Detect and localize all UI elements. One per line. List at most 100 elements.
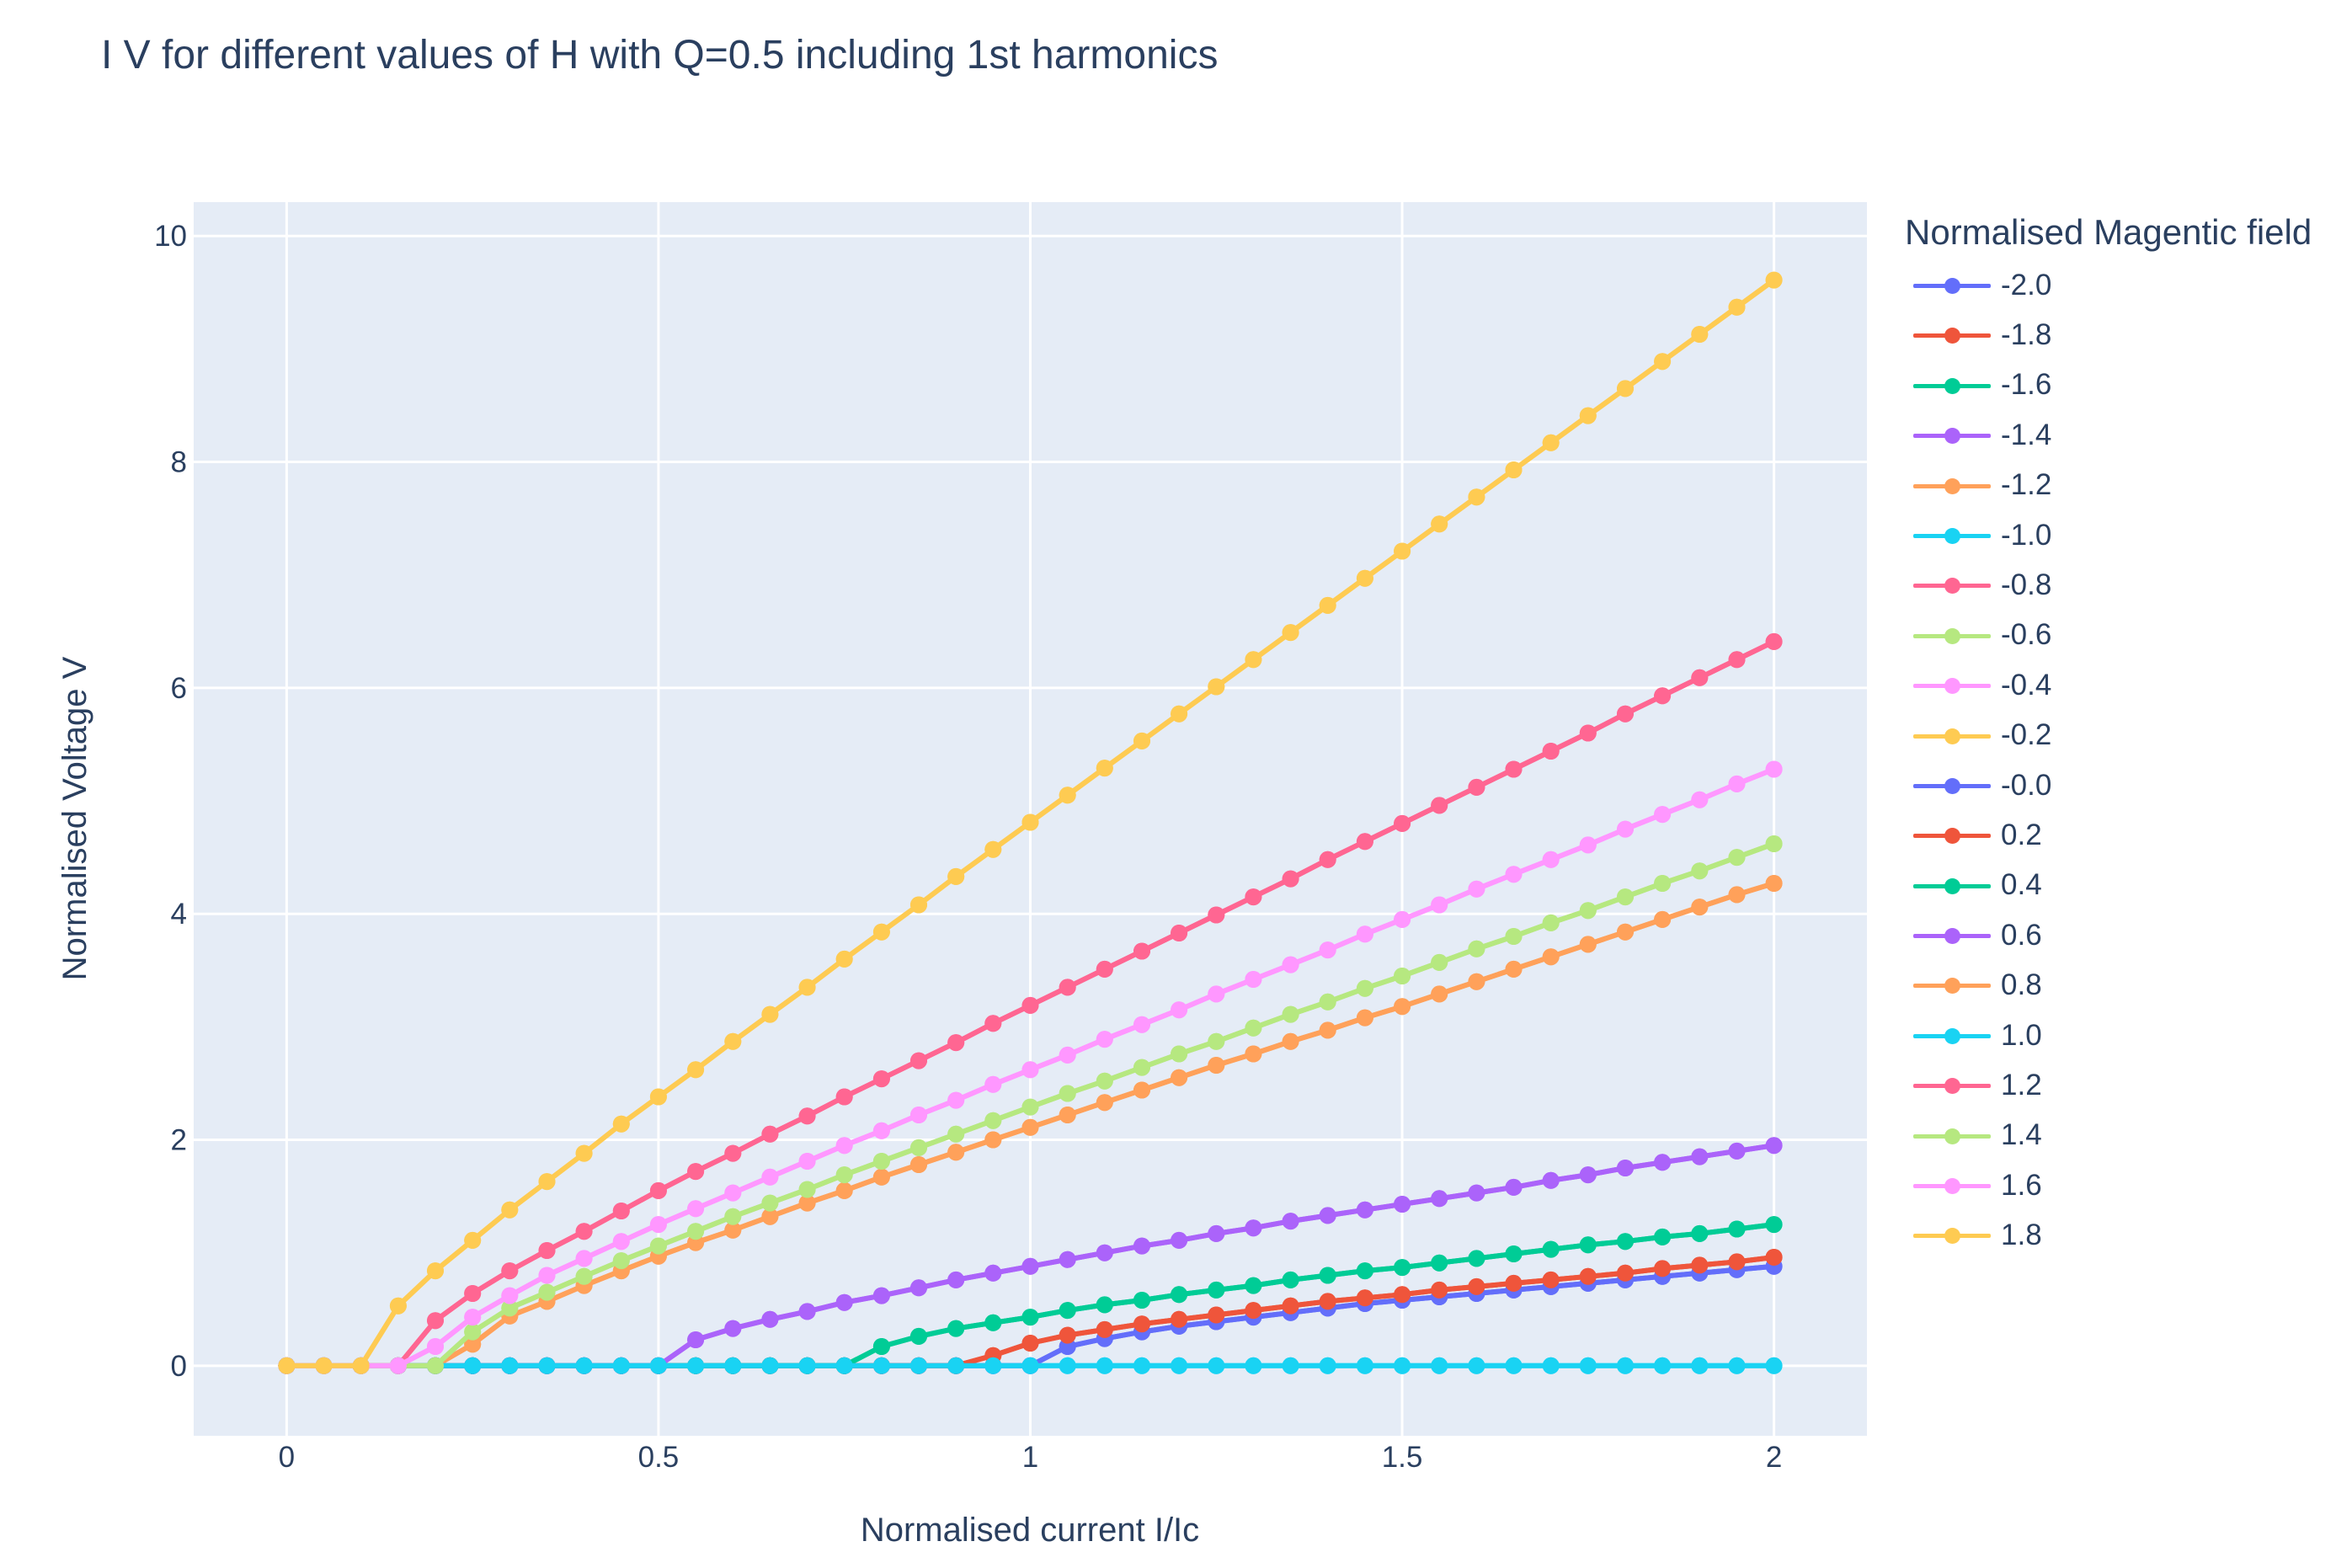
data-point[interactable] <box>1394 814 1411 832</box>
data-point[interactable] <box>984 1264 1002 1282</box>
data-point[interactable] <box>1282 1271 1299 1288</box>
data-point[interactable] <box>1765 1137 1783 1155</box>
data-point[interactable] <box>1096 760 1113 777</box>
data-point[interactable] <box>1096 1357 1113 1374</box>
data-point[interactable] <box>1654 353 1672 371</box>
data-point[interactable] <box>1579 1357 1597 1374</box>
data-point[interactable] <box>761 1208 779 1225</box>
data-point[interactable] <box>1691 669 1709 686</box>
data-point[interactable] <box>612 1233 630 1251</box>
data-point[interactable] <box>1468 488 1485 506</box>
data-point[interactable] <box>427 1357 444 1374</box>
data-point[interactable] <box>612 1252 630 1270</box>
data-point[interactable] <box>1171 1069 1188 1086</box>
data-point[interactable] <box>1617 1233 1634 1251</box>
data-point[interactable] <box>1356 1289 1373 1307</box>
data-point[interactable] <box>1728 886 1746 904</box>
data-point[interactable] <box>575 1144 593 1162</box>
data-point[interactable] <box>1765 1216 1783 1234</box>
data-point[interactable] <box>1542 948 1560 966</box>
data-point[interactable] <box>1059 979 1076 996</box>
data-point[interactable] <box>1282 1297 1299 1315</box>
data-point[interactable] <box>1654 1154 1672 1171</box>
data-point[interactable] <box>352 1357 370 1374</box>
data-point[interactable] <box>464 1336 482 1353</box>
legend-item[interactable]: -1.6 <box>1905 360 2312 410</box>
data-point[interactable] <box>1765 271 1783 289</box>
data-point[interactable] <box>1579 724 1597 742</box>
data-point[interactable] <box>1021 1335 1039 1352</box>
data-point[interactable] <box>1245 1357 1262 1374</box>
data-point[interactable] <box>1765 1249 1783 1266</box>
legend-item[interactable]: -2.0 <box>1905 260 2312 310</box>
data-point[interactable] <box>1319 1357 1336 1374</box>
data-point[interactable] <box>1282 1005 1299 1023</box>
data-point[interactable] <box>984 1357 1002 1374</box>
data-point[interactable] <box>1468 880 1485 898</box>
data-point[interactable] <box>1505 760 1523 778</box>
data-point[interactable] <box>1319 1293 1336 1310</box>
data-point[interactable] <box>872 923 890 941</box>
data-point[interactable] <box>724 1208 742 1225</box>
data-point[interactable] <box>1096 1094 1113 1112</box>
data-point[interactable] <box>1021 996 1039 1014</box>
data-point[interactable] <box>1394 1196 1411 1213</box>
data-point[interactable] <box>1654 1228 1672 1245</box>
legend-item[interactable]: 0.6 <box>1905 910 2312 960</box>
data-point[interactable] <box>1133 1081 1150 1099</box>
legend-item[interactable]: 1.4 <box>1905 1111 2312 1160</box>
data-point[interactable] <box>984 840 1002 858</box>
legend-item[interactable]: -0.4 <box>1905 660 2312 710</box>
data-point[interactable] <box>1468 778 1485 796</box>
data-point[interactable] <box>761 1005 779 1023</box>
data-point[interactable] <box>1059 787 1076 804</box>
data-point[interactable] <box>1133 1016 1150 1033</box>
data-point[interactable] <box>1505 928 1523 945</box>
data-point[interactable] <box>872 1357 890 1374</box>
data-point[interactable] <box>687 1331 705 1348</box>
data-point[interactable] <box>687 1163 705 1181</box>
data-point[interactable] <box>1356 1009 1373 1027</box>
data-point[interactable] <box>649 1237 667 1255</box>
data-point[interactable] <box>1171 705 1188 723</box>
data-point[interactable] <box>1133 1292 1150 1309</box>
data-point[interactable] <box>464 1309 482 1326</box>
data-point[interactable] <box>1691 862 1709 880</box>
data-point[interactable] <box>1617 888 1634 906</box>
data-point[interactable] <box>947 1357 965 1374</box>
data-point[interactable] <box>1133 942 1150 960</box>
data-point[interactable] <box>1468 1357 1485 1374</box>
data-point[interactable] <box>1394 910 1411 928</box>
data-point[interactable] <box>1133 732 1150 749</box>
data-point[interactable] <box>1282 1357 1299 1374</box>
data-point[interactable] <box>1394 542 1411 560</box>
data-point[interactable] <box>1691 326 1709 343</box>
data-point[interactable] <box>1765 632 1783 650</box>
data-point[interactable] <box>1728 849 1746 867</box>
data-point[interactable] <box>1579 902 1597 920</box>
data-point[interactable] <box>649 1357 667 1374</box>
data-point[interactable] <box>1505 1178 1523 1196</box>
legend-item[interactable]: -0.2 <box>1905 711 2312 760</box>
legend-item[interactable]: -1.2 <box>1905 461 2312 510</box>
data-point[interactable] <box>947 1271 965 1288</box>
data-point[interactable] <box>798 1194 816 1212</box>
data-point[interactable] <box>649 1216 667 1234</box>
data-point[interactable] <box>1356 1262 1373 1280</box>
data-point[interactable] <box>1171 925 1188 941</box>
data-point[interactable] <box>910 1279 927 1297</box>
data-point[interactable] <box>947 867 965 885</box>
data-point[interactable] <box>1691 1256 1709 1274</box>
data-point[interactable] <box>984 1015 1002 1032</box>
data-point[interactable] <box>1319 1207 1336 1224</box>
data-point[interactable] <box>1579 836 1597 854</box>
data-point[interactable] <box>464 1285 482 1302</box>
data-point[interactable] <box>278 1357 296 1374</box>
data-point[interactable] <box>1654 806 1672 824</box>
data-point[interactable] <box>1319 851 1336 868</box>
data-point[interactable] <box>1579 1166 1597 1184</box>
data-point[interactable] <box>687 1223 705 1240</box>
legend-item[interactable]: -1.0 <box>1905 510 2312 560</box>
data-point[interactable] <box>1282 870 1299 888</box>
data-point[interactable] <box>1394 1286 1411 1304</box>
